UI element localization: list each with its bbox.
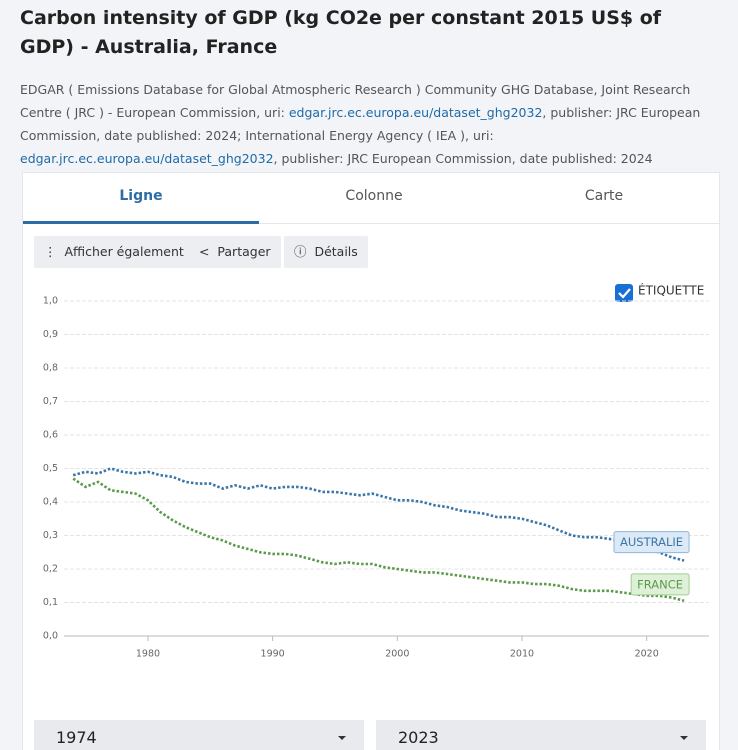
chart: ÉTIQUETTE 0,0 0,1 0,2 0,3 0,4 0,5 0,6 0,7 0,8 0,9… xyxy=(43,283,709,660)
source-link[interactable]: edgar.jrc.ec.europa.eu/dataset_ghg2032 xyxy=(20,151,274,166)
y-tick-label: 0,1 xyxy=(43,597,58,608)
source-link[interactable]: edgar.jrc.ec.europa.eu/dataset_ghg2032 xyxy=(288,105,543,120)
tab[interactable]: Carte xyxy=(489,173,719,224)
checkmark xyxy=(618,288,631,299)
source: EDGAR ( Emissions Database for Global At… xyxy=(20,78,720,170)
chart-card: Ligne Colonne Carte ⋮ Afficher également… xyxy=(22,172,720,750)
show-also-button[interactable]: ⋮ Afficher également xyxy=(34,236,194,268)
x-tick-label: 1980 xyxy=(136,649,160,660)
start-select[interactable]: 1974 xyxy=(34,720,364,750)
x-tick-label: 2010 xyxy=(510,649,534,660)
source-text: , publisher: JRC European Commission, da… xyxy=(273,151,653,166)
x-tick-label: 1990 xyxy=(261,649,285,660)
x-tick-label: 2020 xyxy=(635,649,659,660)
y-tick-label: 0,0 xyxy=(43,631,58,642)
series-label: AUSTRALIE xyxy=(620,535,683,549)
series-line xyxy=(72,467,685,562)
y-tick-label: 0,8 xyxy=(43,363,58,374)
end-select[interactable]: 2023 xyxy=(376,720,706,750)
series-label: FRANCE xyxy=(637,577,683,591)
y-tick-label: 0,3 xyxy=(43,530,58,541)
y-tick-label: 0,9 xyxy=(43,329,58,340)
y-tick-label: 0,6 xyxy=(43,430,58,441)
button-label: Détails xyxy=(314,244,358,259)
y-tick-label: 0,7 xyxy=(43,396,58,407)
checkbox[interactable] xyxy=(615,284,633,302)
details-button[interactable]: ⓘ Détails xyxy=(284,236,368,268)
share-button[interactable]: < Partager xyxy=(189,236,281,268)
button-label: Afficher également xyxy=(64,244,184,259)
series-tag: FRANCE xyxy=(630,573,690,596)
source-text: , publisher: JRC European Commission, da… xyxy=(20,105,701,143)
y-tick-label: 0,4 xyxy=(43,497,58,508)
series-tag: AUSTRALIE xyxy=(613,531,690,554)
series-line xyxy=(72,477,685,603)
series-tag-box xyxy=(613,531,690,554)
series-tag-box xyxy=(630,573,690,596)
title: Carbon intensity of GDP (kg CO2e per con… xyxy=(20,7,662,58)
source-text: EDGAR ( Emissions Database for Global At… xyxy=(20,82,691,120)
checkbox-label[interactable]: ÉTIQUETTE xyxy=(638,283,704,298)
y-tick-label: 0,2 xyxy=(43,564,58,575)
tab[interactable]: Colonne xyxy=(259,173,489,224)
tab[interactable]: Ligne xyxy=(23,173,259,224)
y-tick-label: 1,0 xyxy=(43,296,58,307)
y-tick-label: 0,5 xyxy=(43,463,58,474)
x-tick-label: 2000 xyxy=(385,649,409,660)
button-label: Partager xyxy=(217,244,271,259)
